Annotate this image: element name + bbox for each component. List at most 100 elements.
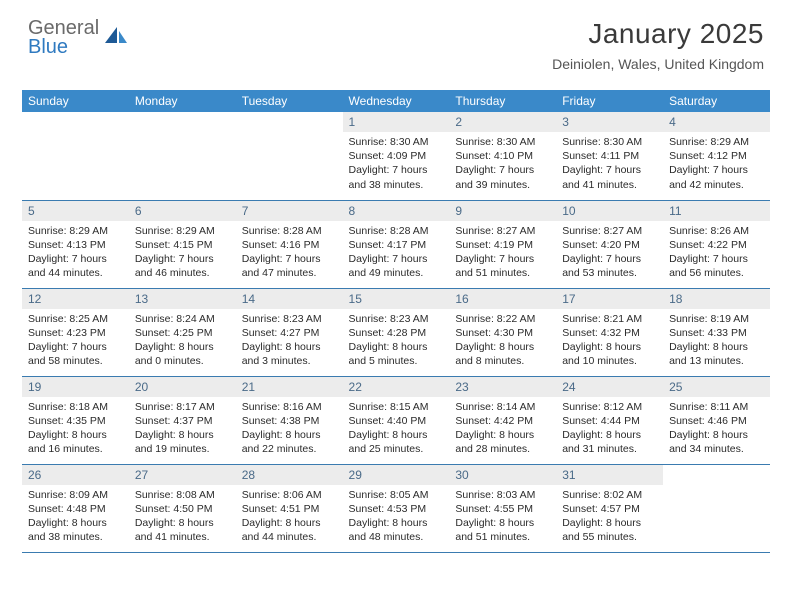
sunset-line: Sunset: 4:35 PM <box>28 414 123 428</box>
day-number: 19 <box>22 377 129 397</box>
sunrise-line: Sunrise: 8:23 AM <box>242 312 337 326</box>
title-block: January 2025 Deiniolen, Wales, United Ki… <box>552 18 764 72</box>
sunset-line: Sunset: 4:42 PM <box>455 414 550 428</box>
day-number: 3 <box>556 112 663 132</box>
day-cell: 24Sunrise: 8:12 AMSunset: 4:44 PMDayligh… <box>556 376 663 464</box>
day-number: 18 <box>663 289 770 309</box>
sunset-line: Sunset: 4:13 PM <box>28 238 123 252</box>
sunrise-line: Sunrise: 8:16 AM <box>242 400 337 414</box>
day-cell: 3Sunrise: 8:30 AMSunset: 4:11 PMDaylight… <box>556 112 663 200</box>
day-cell <box>22 112 129 200</box>
sunrise-line: Sunrise: 8:02 AM <box>562 488 657 502</box>
daylight-line: Daylight: 8 hours and 55 minutes. <box>562 516 657 544</box>
sunset-line: Sunset: 4:53 PM <box>349 502 444 516</box>
calendar-head: SundayMondayTuesdayWednesdayThursdayFrid… <box>22 90 770 112</box>
day-number: 1 <box>343 112 450 132</box>
day-cell: 4Sunrise: 8:29 AMSunset: 4:12 PMDaylight… <box>663 112 770 200</box>
daylight-line: Daylight: 7 hours and 38 minutes. <box>349 163 444 191</box>
day-header: Wednesday <box>343 90 450 112</box>
day-details: Sunrise: 8:05 AMSunset: 4:53 PMDaylight:… <box>343 485 450 549</box>
day-header: Tuesday <box>236 90 343 112</box>
day-details: Sunrise: 8:30 AMSunset: 4:10 PMDaylight:… <box>449 132 556 196</box>
header: General Blue January 2025 Deiniolen, Wal… <box>0 0 792 80</box>
day-details: Sunrise: 8:12 AMSunset: 4:44 PMDaylight:… <box>556 397 663 461</box>
calendar-table: SundayMondayTuesdayWednesdayThursdayFrid… <box>22 90 770 553</box>
day-details: Sunrise: 8:28 AMSunset: 4:17 PMDaylight:… <box>343 221 450 285</box>
sunrise-line: Sunrise: 8:29 AM <box>669 135 764 149</box>
day-cell: 29Sunrise: 8:05 AMSunset: 4:53 PMDayligh… <box>343 464 450 552</box>
day-cell: 1Sunrise: 8:30 AMSunset: 4:09 PMDaylight… <box>343 112 450 200</box>
sunset-line: Sunset: 4:11 PM <box>562 149 657 163</box>
day-cell: 16Sunrise: 8:22 AMSunset: 4:30 PMDayligh… <box>449 288 556 376</box>
sunset-line: Sunset: 4:20 PM <box>562 238 657 252</box>
sunrise-line: Sunrise: 8:05 AM <box>349 488 444 502</box>
daylight-line: Daylight: 8 hours and 19 minutes. <box>135 428 230 456</box>
daylight-line: Daylight: 8 hours and 10 minutes. <box>562 340 657 368</box>
sunrise-line: Sunrise: 8:03 AM <box>455 488 550 502</box>
sunset-line: Sunset: 4:48 PM <box>28 502 123 516</box>
day-number: 2 <box>449 112 556 132</box>
daylight-line: Daylight: 8 hours and 16 minutes. <box>28 428 123 456</box>
sunrise-line: Sunrise: 8:14 AM <box>455 400 550 414</box>
day-details: Sunrise: 8:27 AMSunset: 4:20 PMDaylight:… <box>556 221 663 285</box>
sunset-line: Sunset: 4:46 PM <box>669 414 764 428</box>
daylight-line: Daylight: 8 hours and 8 minutes. <box>455 340 550 368</box>
sunset-line: Sunset: 4:57 PM <box>562 502 657 516</box>
day-cell: 2Sunrise: 8:30 AMSunset: 4:10 PMDaylight… <box>449 112 556 200</box>
day-details: Sunrise: 8:23 AMSunset: 4:27 PMDaylight:… <box>236 309 343 373</box>
day-number: 7 <box>236 201 343 221</box>
sunset-line: Sunset: 4:17 PM <box>349 238 444 252</box>
daylight-line: Daylight: 7 hours and 39 minutes. <box>455 163 550 191</box>
week-row: 19Sunrise: 8:18 AMSunset: 4:35 PMDayligh… <box>22 376 770 464</box>
day-cell: 6Sunrise: 8:29 AMSunset: 4:15 PMDaylight… <box>129 200 236 288</box>
day-cell: 13Sunrise: 8:24 AMSunset: 4:25 PMDayligh… <box>129 288 236 376</box>
day-details: Sunrise: 8:27 AMSunset: 4:19 PMDaylight:… <box>449 221 556 285</box>
day-details: Sunrise: 8:17 AMSunset: 4:37 PMDaylight:… <box>129 397 236 461</box>
day-cell <box>129 112 236 200</box>
day-cell: 18Sunrise: 8:19 AMSunset: 4:33 PMDayligh… <box>663 288 770 376</box>
sunset-line: Sunset: 4:19 PM <box>455 238 550 252</box>
day-details: Sunrise: 8:26 AMSunset: 4:22 PMDaylight:… <box>663 221 770 285</box>
day-details: Sunrise: 8:15 AMSunset: 4:40 PMDaylight:… <box>343 397 450 461</box>
day-cell: 10Sunrise: 8:27 AMSunset: 4:20 PMDayligh… <box>556 200 663 288</box>
day-header: Thursday <box>449 90 556 112</box>
day-details: Sunrise: 8:16 AMSunset: 4:38 PMDaylight:… <box>236 397 343 461</box>
sunrise-line: Sunrise: 8:09 AM <box>28 488 123 502</box>
brand-logo: General Blue <box>28 18 129 57</box>
sunset-line: Sunset: 4:12 PM <box>669 149 764 163</box>
day-cell: 26 Sunrise: 8:09 AMSunset: 4:48 PMDayligh… <box>22 464 129 552</box>
sunset-line: Sunset: 4:33 PM <box>669 326 764 340</box>
day-number: 26 <box>22 465 129 485</box>
sunrise-line: Sunrise: 8:15 AM <box>349 400 444 414</box>
sunrise-line: Sunrise: 8:24 AM <box>135 312 230 326</box>
day-details: Sunrise: 8:28 AMSunset: 4:16 PMDaylight:… <box>236 221 343 285</box>
daylight-line: Daylight: 8 hours and 34 minutes. <box>669 428 764 456</box>
day-number: 16 <box>449 289 556 309</box>
day-number: 21 <box>236 377 343 397</box>
sunrise-line: Sunrise: 8:08 AM <box>135 488 230 502</box>
daylight-line: Daylight: 7 hours and 49 minutes. <box>349 252 444 280</box>
day-number: 11 <box>663 201 770 221</box>
sunrise-line: Sunrise: 8:28 AM <box>349 224 444 238</box>
day-number: 14 <box>236 289 343 309</box>
sunrise-line: Sunrise: 8:27 AM <box>455 224 550 238</box>
daylight-line: Daylight: 7 hours and 56 minutes. <box>669 252 764 280</box>
day-cell: 30Sunrise: 8:03 AMSunset: 4:55 PMDayligh… <box>449 464 556 552</box>
day-cell: 15Sunrise: 8:23 AMSunset: 4:28 PMDayligh… <box>343 288 450 376</box>
sunrise-line: Sunrise: 8:25 AM <box>28 312 123 326</box>
day-number: 30 <box>449 465 556 485</box>
day-details: Sunrise: 8:22 AMSunset: 4:30 PMDaylight:… <box>449 309 556 373</box>
day-details: Sunrise: 8:14 AMSunset: 4:42 PMDaylight:… <box>449 397 556 461</box>
sunset-line: Sunset: 4:44 PM <box>562 414 657 428</box>
day-cell: 19Sunrise: 8:18 AMSunset: 4:35 PMDayligh… <box>22 376 129 464</box>
sunset-line: Sunset: 4:25 PM <box>135 326 230 340</box>
sunset-line: Sunset: 4:10 PM <box>455 149 550 163</box>
sunrise-line: Sunrise: 8:06 AM <box>242 488 337 502</box>
sunset-line: Sunset: 4:15 PM <box>135 238 230 252</box>
day-number: 31 <box>556 465 663 485</box>
day-number: 25 <box>663 377 770 397</box>
day-header: Monday <box>129 90 236 112</box>
day-number: 28 <box>236 465 343 485</box>
day-cell: 20Sunrise: 8:17 AMSunset: 4:37 PMDayligh… <box>129 376 236 464</box>
daylight-line: Daylight: 8 hours and 38 minutes. <box>28 516 123 544</box>
